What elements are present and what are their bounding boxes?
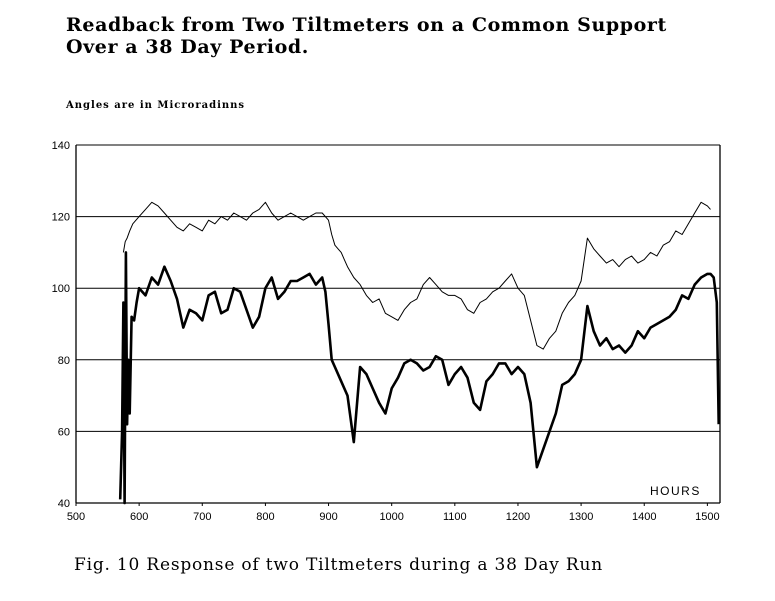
x-tick-label: 800: [256, 511, 274, 523]
x-tick-labels: 500 600 700 800 900 1000 1100 1200 1300 1400 1500: [67, 503, 720, 523]
y-tick-label: 100: [52, 283, 70, 295]
x-axis-unit-label: HOURS: [650, 484, 701, 498]
y-tick-label: 120: [52, 212, 70, 224]
y-tick-label: 60: [58, 426, 70, 438]
x-tick-label: 1200: [506, 511, 530, 523]
y-tick-label: 80: [58, 355, 70, 367]
x-tick-label: 1100: [443, 511, 467, 523]
title-line-1: Readback from Two Tiltmeters on a Common…: [66, 14, 667, 36]
y-tick-label: 140: [52, 140, 70, 152]
y-tick-label: 40: [58, 498, 70, 510]
x-tick-label: 1500: [695, 511, 719, 523]
units-note: Angles are in Microradinns: [66, 100, 246, 111]
figure-caption: Fig. 10 Response of two Tiltmeters durin…: [74, 555, 603, 575]
plot-frame: [75, 145, 721, 504]
series-line-1: [122, 201, 711, 350]
x-tick-label: 1300: [569, 511, 593, 523]
x-tick-label: 600: [130, 511, 148, 523]
x-tick-label: 900: [319, 511, 337, 523]
x-tick-label: 1000: [379, 511, 403, 523]
x-tick-label: 500: [67, 511, 85, 523]
chart-title: Readback from Two Tiltmeters on a Common…: [66, 14, 667, 58]
x-tick-label: 700: [193, 511, 211, 523]
series-lines: [118, 201, 720, 505]
grid-lines: [76, 144, 720, 432]
x-tick-label: 1400: [632, 511, 656, 523]
title-line-2: Over a 38 Day Period.: [66, 36, 309, 58]
y-tick-labels: 40 60 80 100 120 140: [52, 140, 70, 510]
series-line-2: [118, 251, 720, 505]
